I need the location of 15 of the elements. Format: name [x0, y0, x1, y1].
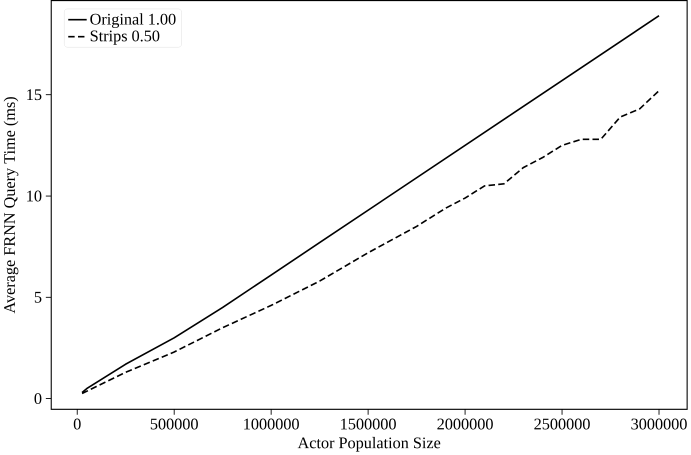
x-tick-label: 2500000: [534, 418, 590, 430]
x-tick-label: 0: [74, 418, 81, 430]
y-axis-title: Average FRNN Query Time (ms): [4, 96, 18, 314]
x-tick-label: 2000000: [437, 418, 493, 430]
y-tick-label: 15: [27, 89, 42, 100]
legend-label: Strips 0.50: [90, 30, 160, 45]
x-tick-label: 3000000: [631, 418, 687, 430]
x-tick-label: 1500000: [341, 418, 396, 430]
y-tick-label: 5: [34, 292, 42, 303]
x-tick-label: 1000000: [244, 418, 299, 430]
x-axis-title: Actor Population Size: [298, 436, 440, 452]
y-tick-label: 0: [34, 393, 42, 404]
legend-label: Original 1.00: [90, 13, 176, 28]
y-tick-label: 10: [27, 190, 42, 202]
x-tick-label: 500000: [150, 418, 198, 430]
